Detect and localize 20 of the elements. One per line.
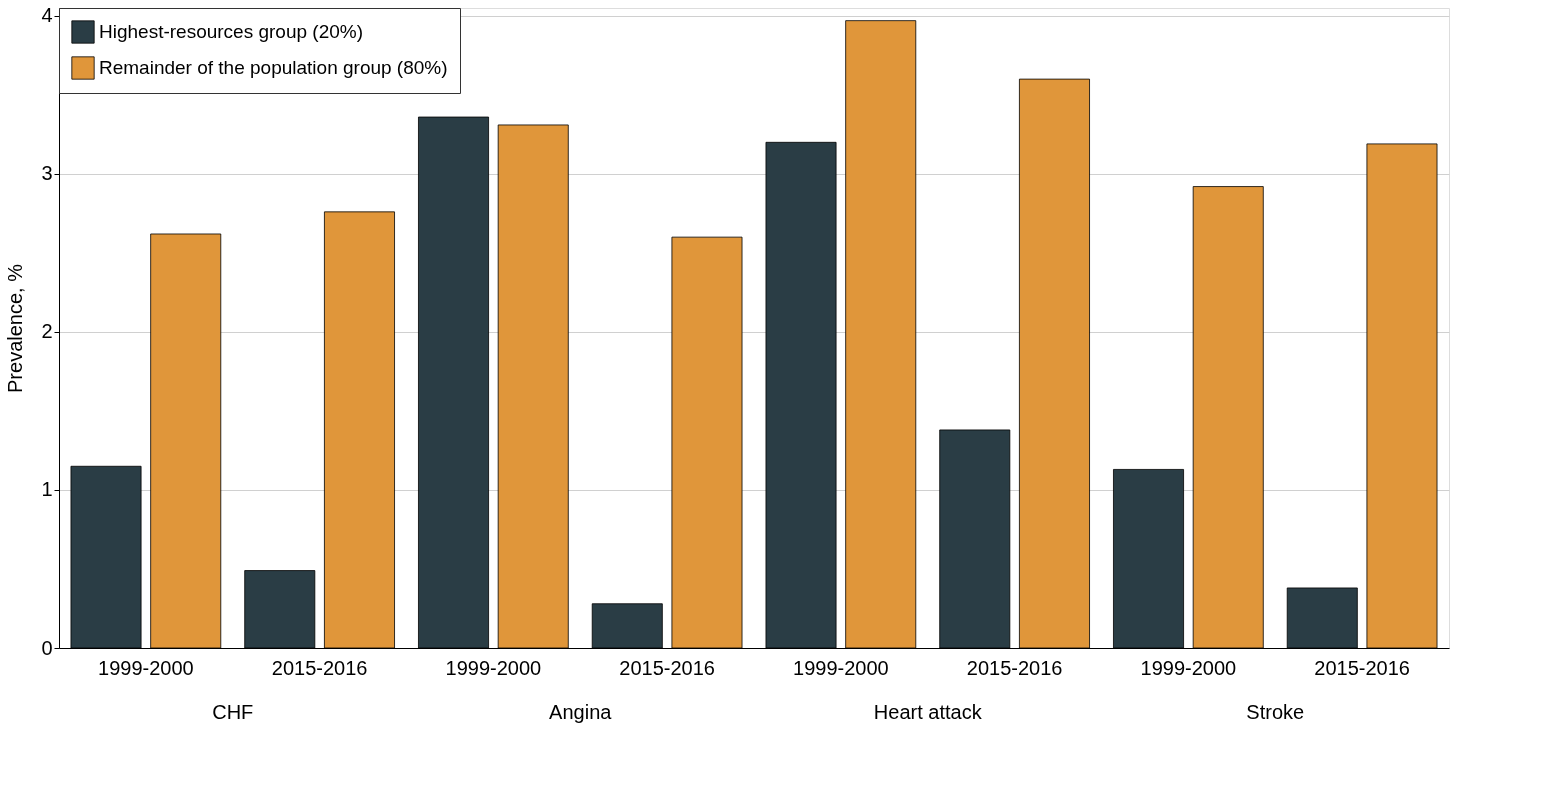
legend-label: Remainder of the population group (80%) <box>99 57 448 78</box>
legend-label: Highest-resources group (20%) <box>99 21 364 42</box>
y-tick-label: 3 <box>41 162 53 185</box>
text: Stroke <box>1246 701 1305 723</box>
y-tick-label: 0 <box>41 636 53 659</box>
y-tick-label: 2 <box>41 320 53 343</box>
x-tick-label: 2015-2016 <box>1314 656 1410 679</box>
y-tick-label: 4 <box>41 4 53 27</box>
x-tick-label: 1999-2000 <box>98 656 194 679</box>
y-axis-title: Prevalence, % <box>4 263 27 393</box>
x-tick-label: 1999-2000 <box>445 656 542 679</box>
x-tick-label: 1999-2000 <box>1140 656 1237 679</box>
x-tick-label: 2015-2016 <box>619 656 715 679</box>
x-tick-label: 2015-2016 <box>966 656 1063 679</box>
text: CHF <box>212 701 254 723</box>
y-tick-label: 1 <box>41 478 53 501</box>
x-tick-label: 1999-2000 <box>793 656 889 679</box>
text: Angina <box>549 701 613 723</box>
x-tick-label: 2015-2016 <box>271 656 368 679</box>
text: Heart attack <box>873 701 983 723</box>
